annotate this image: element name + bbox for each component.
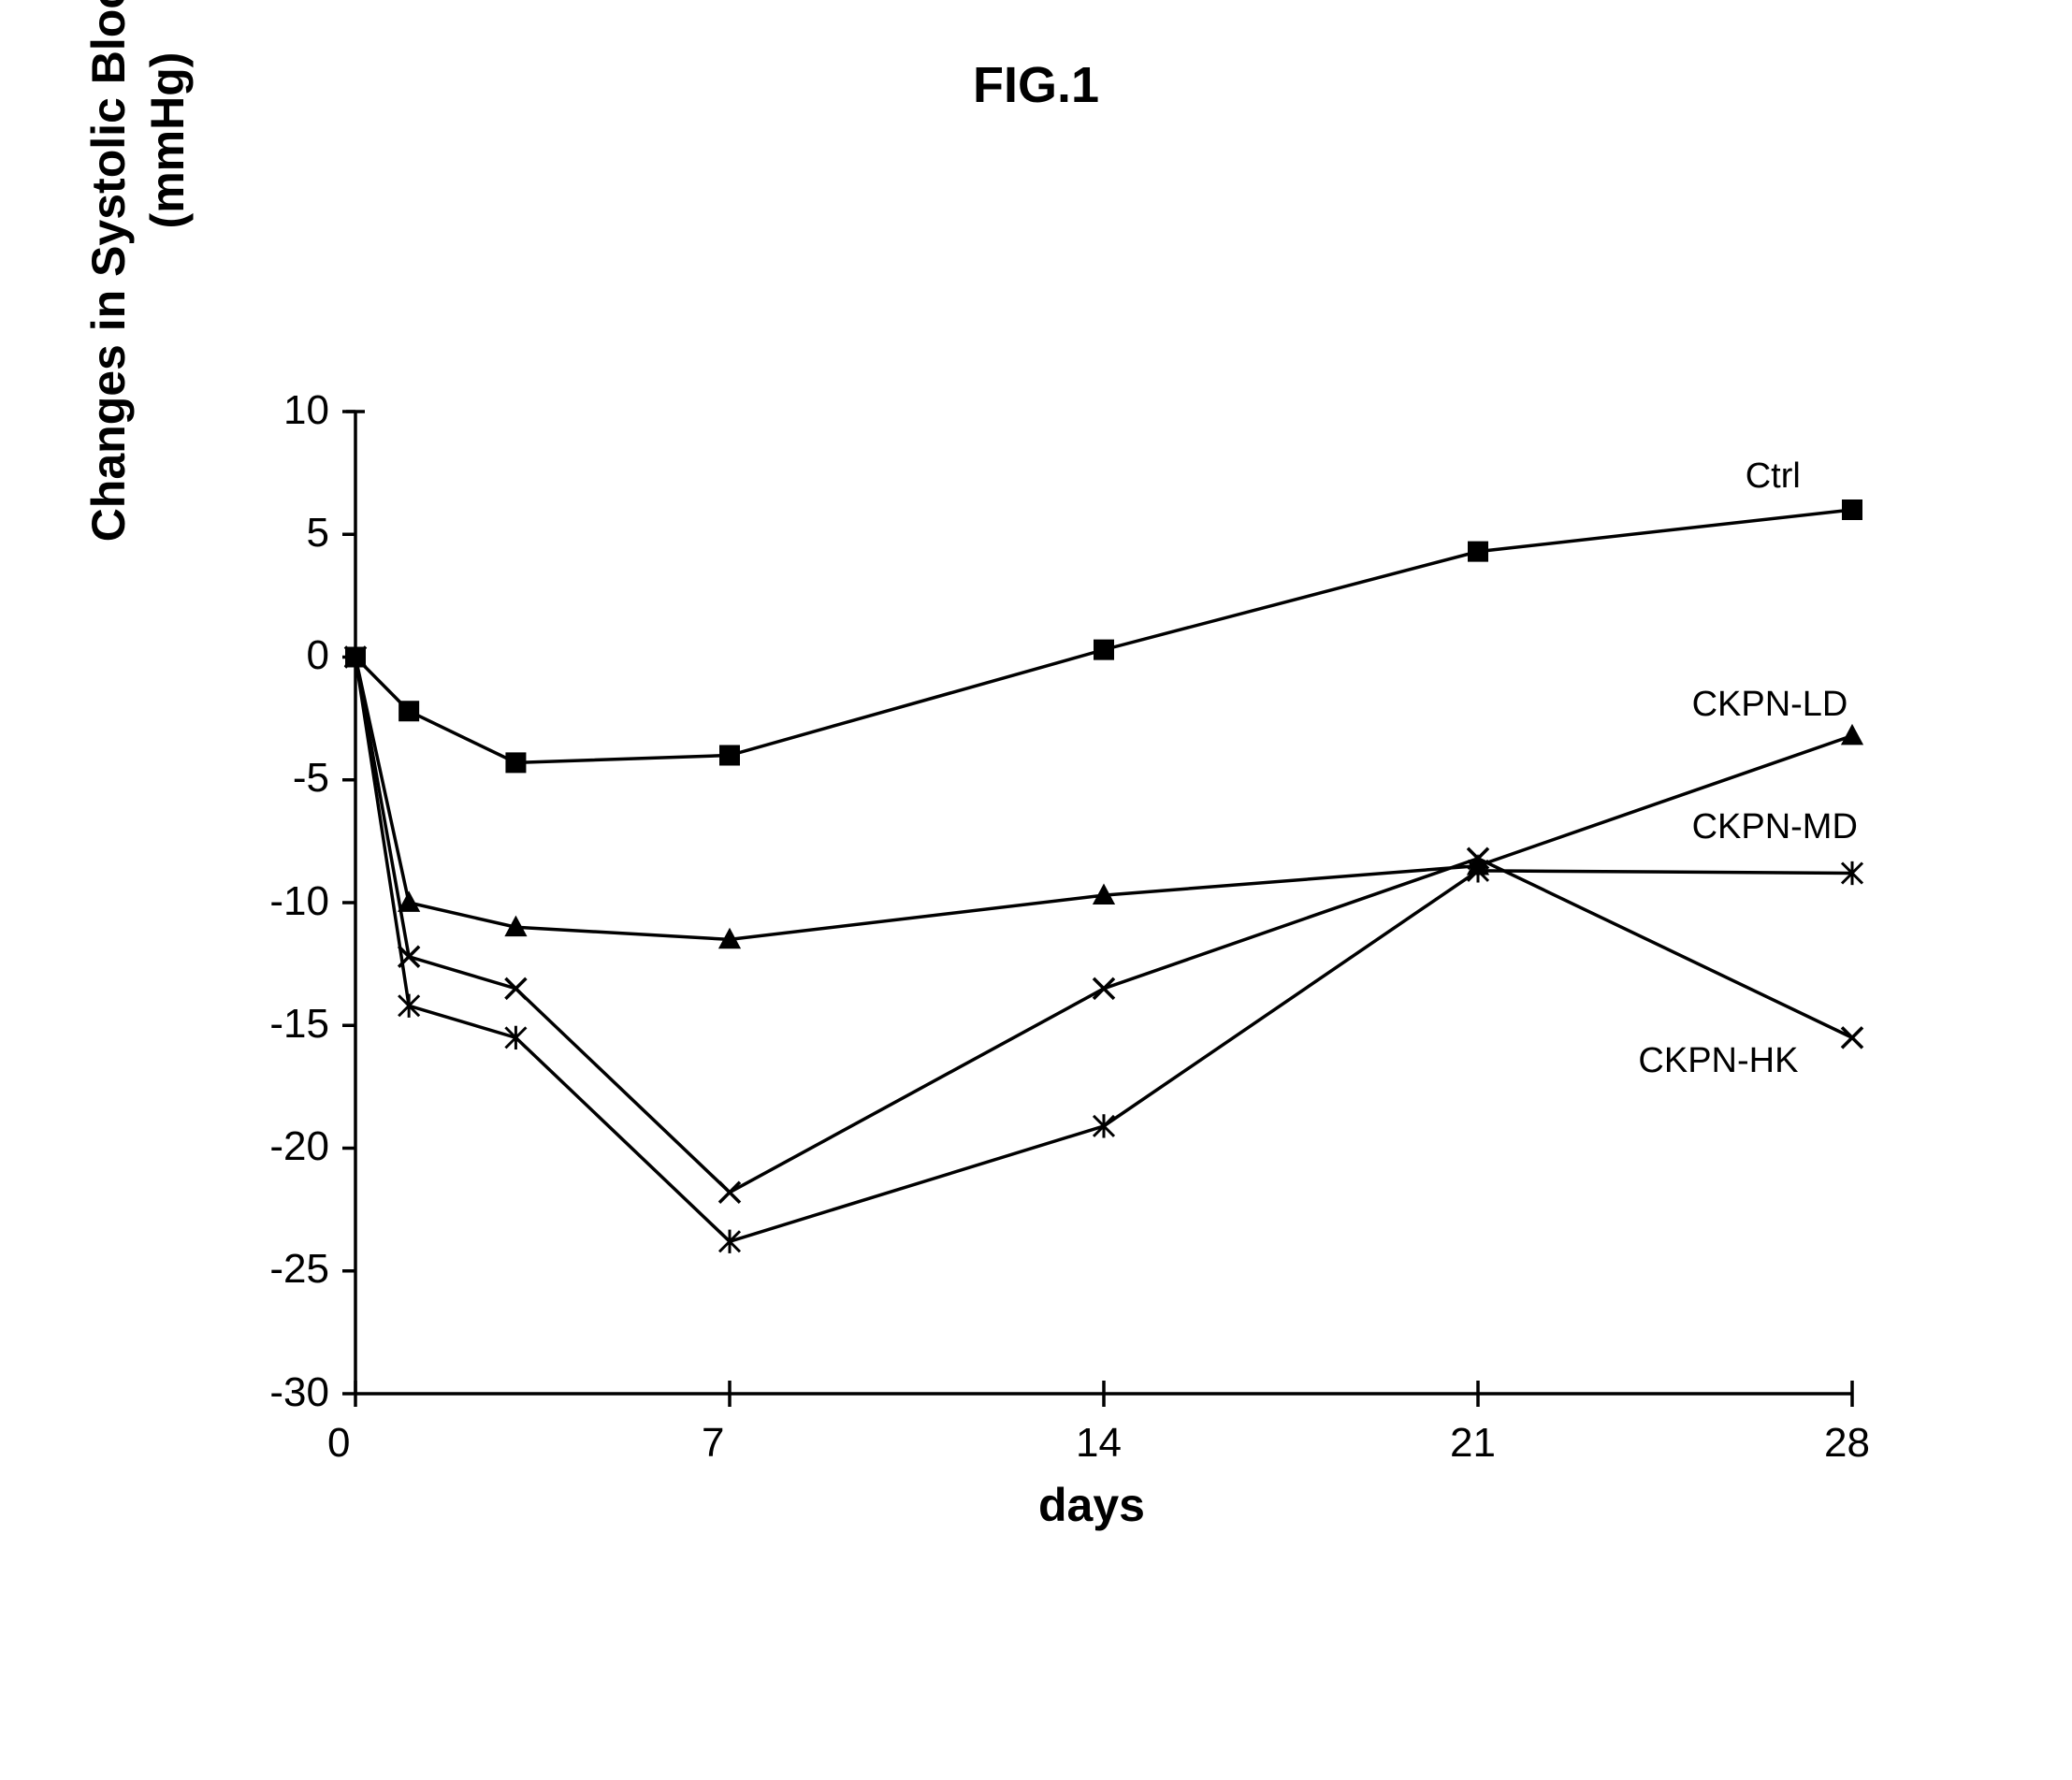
y-axis-title-line1: Changes in Systolic Blood Pressure — [82, 0, 135, 542]
y-tick-label: -15 — [269, 1001, 329, 1048]
page: FIG.1 Changes in Systolic Blood Pressure… — [0, 0, 2072, 1780]
x-tick-label: 7 — [702, 1420, 724, 1467]
series-marker-ckpn-hk — [719, 1182, 740, 1203]
series-marker-ctrl — [398, 701, 419, 721]
series-marker-ckpn-ld — [1841, 724, 1863, 745]
series-marker-ckpn-hk — [1094, 978, 1114, 999]
series-label-ckpn-hk: CKPN-HK — [1638, 1041, 1798, 1081]
y-tick-label: -20 — [269, 1123, 329, 1170]
series-marker-ctrl — [1468, 542, 1488, 562]
y-tick-label: -10 — [269, 878, 329, 925]
series-marker-ckpn-md — [1094, 1114, 1114, 1137]
series-marker-ckpn-hk — [505, 978, 526, 999]
series-marker-ckpn-md — [398, 994, 419, 1018]
y-axis-title-line2: (mmHg) — [141, 52, 194, 229]
y-tick-label: -25 — [269, 1246, 329, 1293]
x-tick-label: 28 — [1824, 1420, 1870, 1467]
y-tick-label: 5 — [307, 510, 329, 557]
y-tick-label: -5 — [293, 755, 329, 802]
series-line-ckpn-hk — [355, 658, 1852, 1193]
figure-title: FIG.1 — [0, 56, 2072, 114]
x-tick-label: 14 — [1076, 1420, 1122, 1467]
series-marker-ctrl — [1842, 499, 1862, 520]
series-label-ckpn-md: CKPN-MD — [1692, 807, 1858, 847]
series-line-ctrl — [355, 510, 1852, 762]
y-axis-title: Changes in Systolic Blood Pressure (mmHg… — [80, 0, 196, 561]
series-label-ctrl: Ctrl — [1746, 456, 1801, 497]
y-tick-label: -30 — [269, 1369, 329, 1416]
series-marker-ctrl — [1094, 640, 1114, 660]
y-tick-label: 0 — [307, 632, 329, 679]
series-marker-ckpn-md — [719, 1230, 740, 1253]
x-tick-label: 21 — [1450, 1420, 1496, 1467]
y-tick-label: 10 — [283, 387, 329, 434]
chart-svg — [94, 374, 1964, 1590]
series-line-ckpn-md — [355, 658, 1852, 1242]
series-marker-ckpn-hk — [1842, 1027, 1862, 1048]
series-marker-ckpn-md — [505, 1026, 526, 1049]
series-label-ckpn-ld: CKPN-LD — [1692, 685, 1848, 725]
x-tick-label: 0 — [327, 1420, 350, 1467]
chart-container: Changes in Systolic Blood Pressure (mmHg… — [94, 374, 1964, 1684]
x-axis-title: days — [1038, 1478, 1145, 1532]
series-marker-ctrl — [505, 752, 526, 773]
series-marker-ctrl — [719, 745, 740, 766]
